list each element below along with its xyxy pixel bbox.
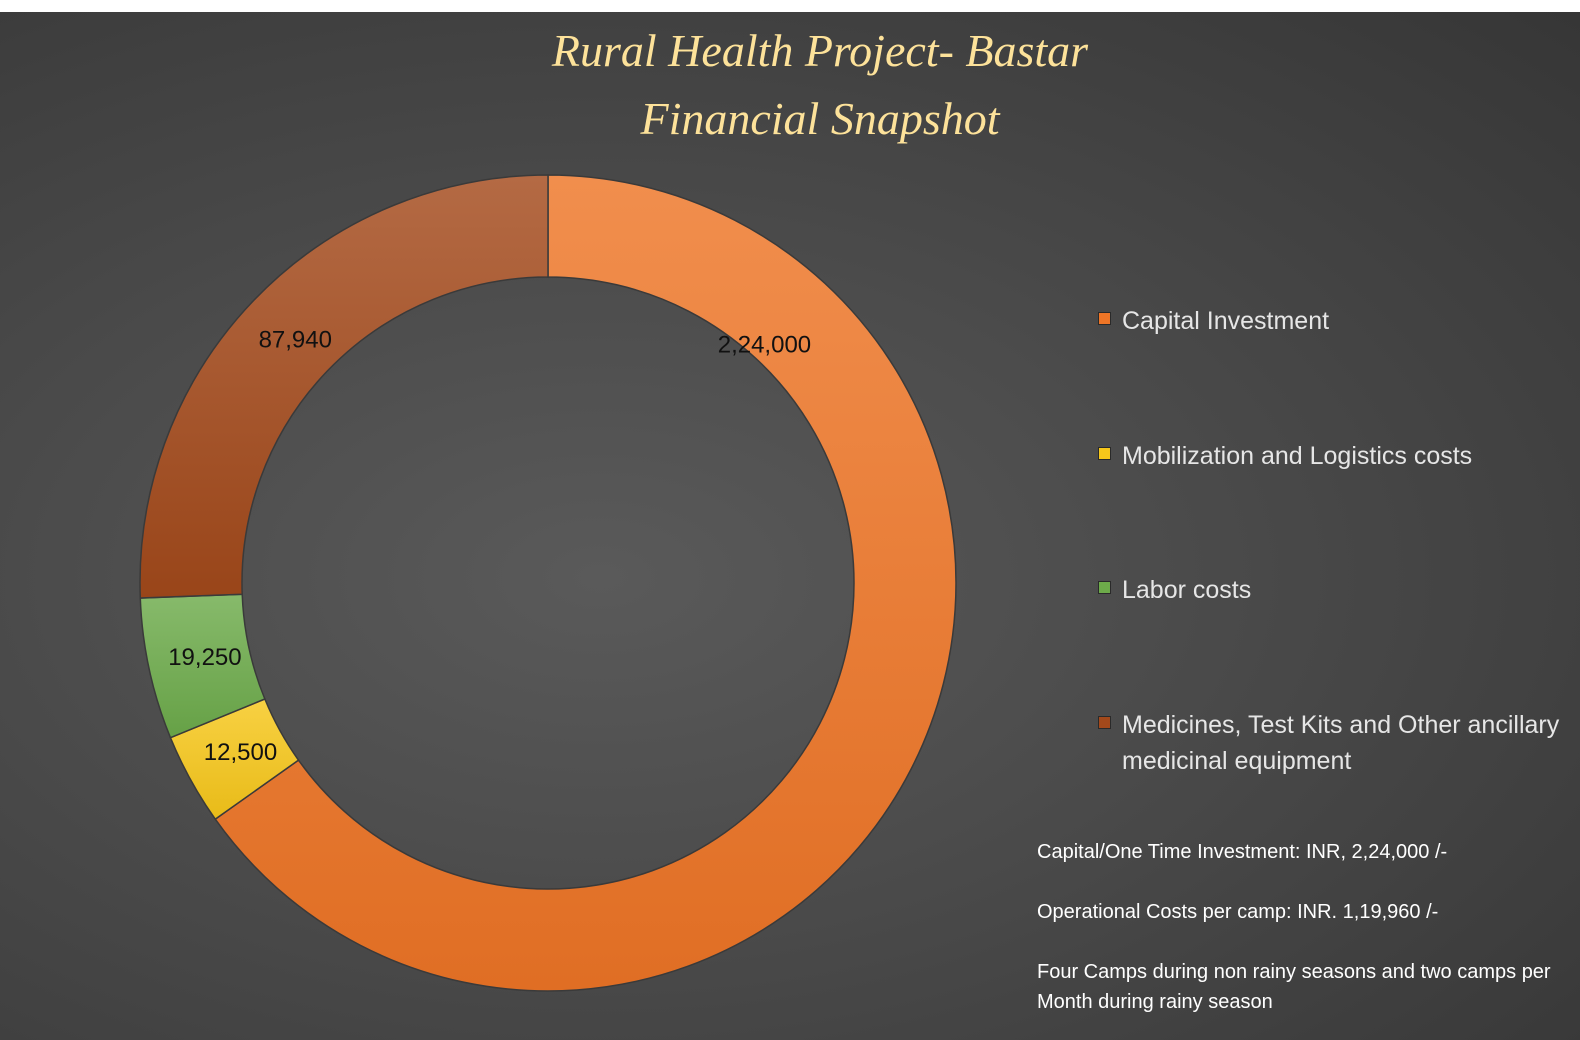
legend-swatch-capital-investment — [1098, 312, 1111, 325]
note-operational-costs: Operational Costs per camp: INR. 1,19,96… — [1037, 901, 1439, 923]
legend-swatch-labor-costs — [1098, 581, 1111, 594]
doughnut-chart: 2,24,000 12,500 19,250 87,940 — [139, 174, 957, 992]
doughnut-slices — [139, 174, 957, 992]
chart-title-line-1: Rural Health Project- Bastar — [551, 25, 1089, 76]
note-capital-investment: Capital/One Time Investment: INR, 2,24,0… — [1037, 841, 1448, 863]
doughnut-data-labels: 2,24,000 12,500 19,250 87,940 — [168, 326, 811, 766]
legend-label-labor-costs: Labor costs — [1122, 576, 1252, 604]
note-camp-schedule: Four Camps during non rainy seasons and … — [1037, 961, 1551, 1013]
legend-swatch-mobilization-logistics — [1098, 447, 1111, 460]
data-label-mobilization-logistics: 12,500 — [204, 739, 277, 766]
chart-area: Rural Health Project- Bastar Financial S… — [0, 12, 1580, 1040]
slice-medicines — [139, 174, 549, 599]
legend-swatch-medicines — [1098, 716, 1111, 729]
slice-capital-investment — [214, 174, 957, 992]
data-label-labor-costs: 19,250 — [168, 644, 241, 671]
data-label-medicines: 87,940 — [259, 326, 332, 353]
legend-label-mobilization-logistics: Mobilization and Logistics costs — [1122, 442, 1473, 470]
chart-title-line-2: Financial Snapshot — [640, 93, 1000, 144]
legend-label-medicines: Medicines, Test Kits and Other ancillary… — [1122, 711, 1560, 775]
data-label-capital-investment: 2,24,000 — [718, 332, 811, 359]
legend-label-capital-investment: Capital Investment — [1122, 307, 1330, 335]
